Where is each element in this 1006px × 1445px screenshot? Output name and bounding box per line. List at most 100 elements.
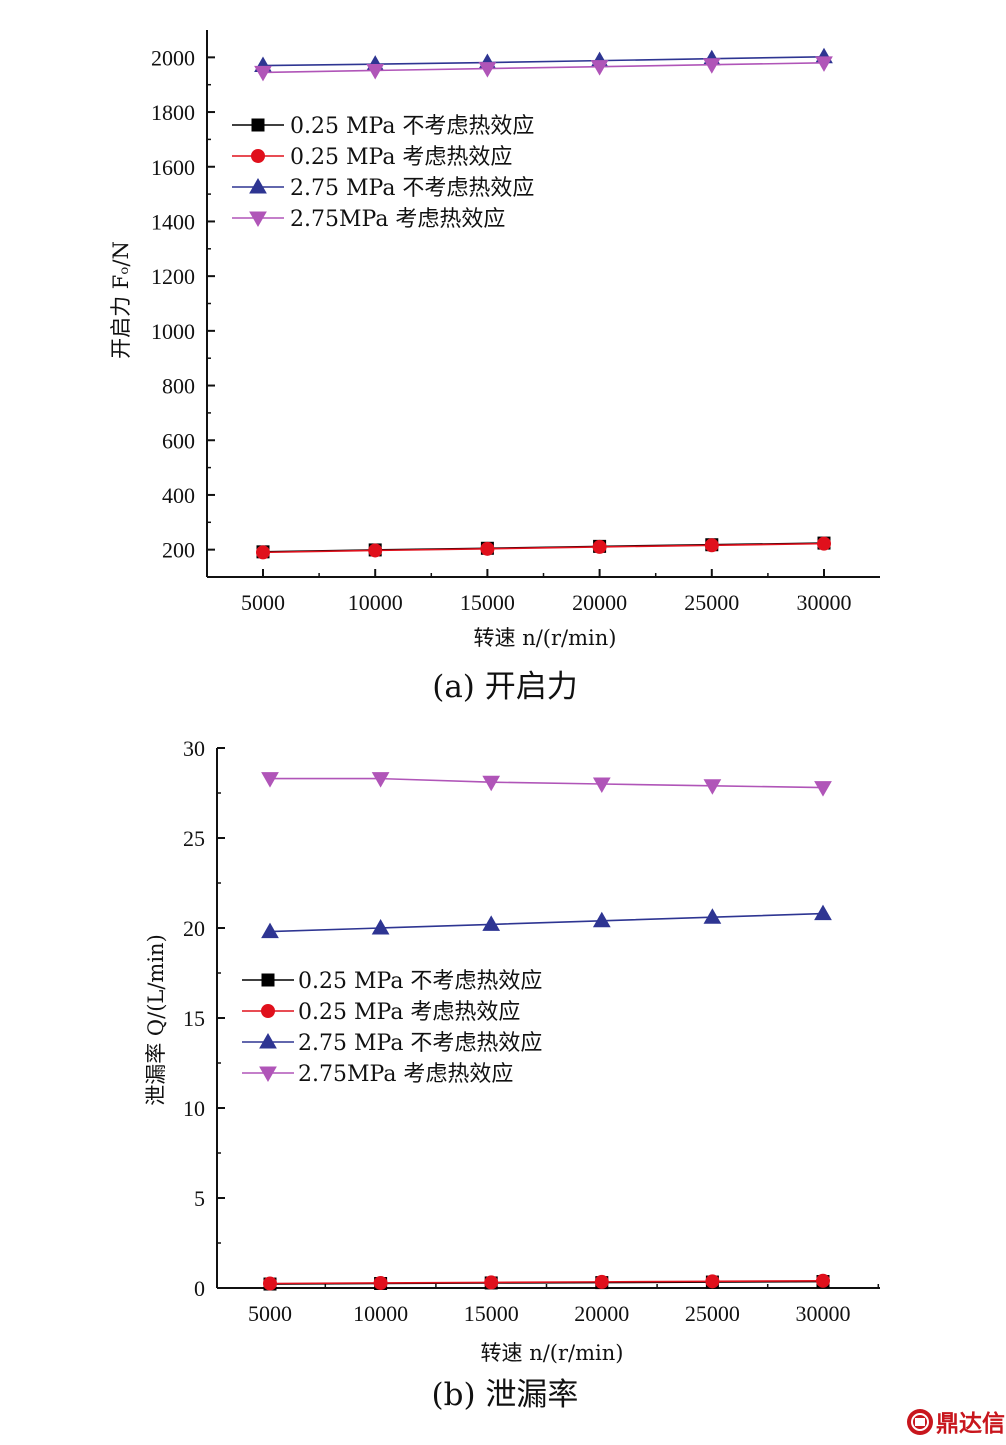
data-point <box>705 1274 720 1289</box>
x-tick-label: 15000 <box>460 590 515 615</box>
y-tick-label: 1000 <box>151 319 195 344</box>
y-tick-label: 1200 <box>151 264 195 289</box>
data-point <box>814 781 832 797</box>
x-tick-label: 25000 <box>684 590 739 615</box>
y-tick-label: 15 <box>183 1006 205 1031</box>
data-point <box>590 60 609 76</box>
legend-label: 0.25 MPa 不考虑热效应 <box>290 114 534 139</box>
data-point <box>482 915 501 931</box>
series-1 <box>256 536 831 560</box>
data-point <box>373 1275 388 1290</box>
y-tick-label: 800 <box>162 374 195 399</box>
chart-panel-a: 200 400 600 800 1000 1200 1400 1600 1800 2000 5000… <box>109 30 880 705</box>
x-tick-label: 20000 <box>572 590 627 615</box>
data-point <box>263 1276 277 1291</box>
y-tick-label: 25 <box>183 826 205 851</box>
y-tick-label: 1400 <box>151 209 195 234</box>
data-point <box>592 539 607 554</box>
y-tick-label: 0 <box>194 1276 205 1301</box>
legend-label: 2.75 MPa 不考虑热效应 <box>298 1031 542 1056</box>
x-tick-label: 25000 <box>685 1301 740 1326</box>
y-tick-label: 30 <box>183 736 205 761</box>
legend-marker <box>259 1066 277 1083</box>
y-tick-label: 600 <box>162 428 195 453</box>
legend-marker <box>261 1004 275 1018</box>
series-line <box>262 62 825 74</box>
figure-caption: (b) 泄漏率 <box>432 1377 579 1413</box>
y-tick-label: 2000 <box>151 45 195 70</box>
series-3 <box>254 56 833 82</box>
y-tick-label: 200 <box>162 538 195 563</box>
legend-label: 2.75MPa 考虑热效应 <box>298 1062 513 1087</box>
series-2 <box>261 904 832 939</box>
y-axis-label: 开启力 Fₒ/N <box>109 241 133 359</box>
data-point <box>371 918 390 935</box>
data-point <box>484 1275 499 1290</box>
data-point <box>366 63 385 80</box>
series-line <box>269 1280 824 1285</box>
ddx-logo-icon <box>907 1409 933 1435</box>
y-tick-label: 10 <box>183 1096 205 1121</box>
x-tick-label: 20000 <box>574 1301 629 1326</box>
data-point <box>480 541 495 556</box>
data-point <box>814 904 832 921</box>
legend-marker <box>249 211 267 228</box>
data-point <box>703 908 722 924</box>
x-tick-label: 15000 <box>464 1301 519 1326</box>
legend: 0.25 MPa 不考虑热效应 0.25 MPa 考虑热效应 2.75 MPa 不考… <box>242 969 542 1087</box>
data-point <box>702 58 721 74</box>
legend-marker <box>251 149 265 163</box>
figure-caption: (a) 开启力 <box>432 669 578 705</box>
legend-label: 2.75MPa 考虑热效应 <box>290 207 505 232</box>
data-point <box>817 536 831 551</box>
data-point <box>815 56 833 72</box>
x-tick-label: 10000 <box>348 590 403 615</box>
legend-marker <box>259 1032 277 1049</box>
x-tick-label: 10000 <box>353 1301 408 1326</box>
x-tick-label: 5000 <box>248 1301 292 1326</box>
y-tick-label: 5 <box>194 1186 205 1211</box>
data-point <box>592 911 611 928</box>
legend: 0.25 MPa 不考虑热效应 0.25 MPa 考虑热效应 2.75 MPa 不考… <box>232 114 534 232</box>
data-point <box>261 772 279 788</box>
data-point <box>371 772 390 788</box>
y-tick-label: 20 <box>183 916 205 941</box>
data-point <box>478 62 497 78</box>
series-line <box>270 777 824 789</box>
series-line <box>262 542 825 554</box>
legend-marker <box>251 118 265 132</box>
series-1 <box>263 1273 830 1291</box>
data-point <box>254 65 272 82</box>
data-point <box>482 775 501 792</box>
watermark: 鼎达信 <box>907 1409 1005 1437</box>
legend-marker <box>249 177 267 194</box>
data-point <box>261 922 279 939</box>
legend-label: 0.25 MPa 不考虑热效应 <box>298 969 542 994</box>
x-tick-label: 30000 <box>796 1301 851 1326</box>
y-axis-label: 泄漏率 Q/(L/min) <box>144 934 168 1106</box>
series-line <box>262 56 825 67</box>
data-point <box>703 779 722 795</box>
legend-label: 0.25 MPa 考虑热效应 <box>298 1000 520 1025</box>
legend-label: 2.75 MPa 不考虑热效应 <box>290 176 534 201</box>
x-axis-label: 转速 n/(r/min) <box>474 626 617 650</box>
y-tick-label: 1800 <box>151 100 195 125</box>
data-point <box>368 543 383 558</box>
series-line <box>269 912 824 933</box>
data-point <box>256 545 270 560</box>
x-tick-label: 30000 <box>797 590 852 615</box>
legend-label: 0.25 MPa 考虑热效应 <box>290 145 512 170</box>
watermark-text: 鼎达信 <box>936 1410 1005 1437</box>
x-tick-label: 5000 <box>241 590 285 615</box>
y-tick-label: 400 <box>162 483 195 508</box>
chart-panel-b: 0 5 10 15 20 25 30 5000 10000 15000 20000 25000 3000… <box>144 736 880 1413</box>
data-point <box>592 777 611 794</box>
data-point <box>704 538 719 553</box>
data-point <box>816 1273 830 1288</box>
legend-marker <box>261 973 275 987</box>
series-3 <box>261 772 832 797</box>
y-tick-label: 1600 <box>151 155 195 180</box>
data-point <box>594 1274 609 1289</box>
x-axis-label: 转速 n/(r/min) <box>481 1341 624 1365</box>
